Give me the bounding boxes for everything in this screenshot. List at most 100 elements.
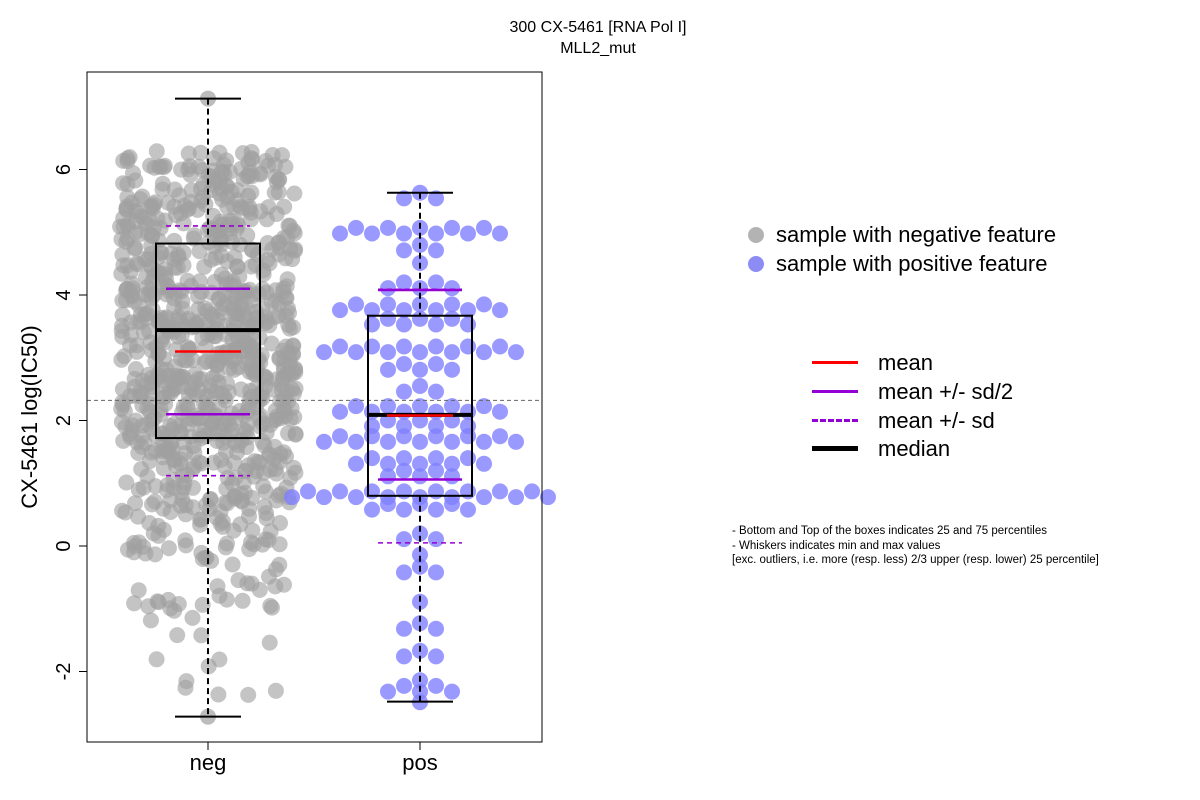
pos-point [444,683,460,700]
neg-point [162,600,179,617]
pos-point [396,677,412,694]
pos-point [524,483,540,500]
pos-point [380,361,396,378]
neg-point [228,312,245,329]
neg-point [140,251,157,268]
pos-point [428,190,444,207]
neg-point [277,158,294,175]
pos-point [428,620,444,637]
pos-point [396,501,412,518]
pos-point [396,483,412,500]
chart-notes: - Bottom and Top of the boxes indicates … [732,524,1099,568]
legend-entry-half-sd: mean +/- sd/2 [812,379,1013,405]
neg-point [201,500,218,517]
neg-point [263,335,280,352]
neg-point [217,494,234,511]
neg-point [141,403,158,420]
neg-point [210,686,227,703]
pos-point [460,316,476,333]
neg-point [242,292,259,309]
chart-subtitle: MLL2_mut [560,40,636,57]
legend-entry-sd: mean +/- sd [812,408,995,434]
neg-point [130,582,147,599]
legend-dot-negative [748,227,764,243]
pos-point [380,455,396,472]
neg-point [118,200,135,217]
neg-point [155,500,172,517]
pos-point [396,428,412,445]
pos-point [396,356,412,372]
pos-point [428,428,444,445]
neg-point [166,451,183,468]
neg-point [221,213,238,230]
neg-point [218,591,235,608]
neg-point [192,144,209,161]
neg-point [209,578,226,595]
neg-point [114,306,131,323]
pos-point [492,403,508,420]
neg-point [173,484,190,501]
neg-point [257,483,274,500]
neg-point [261,634,278,651]
neg-point [118,292,135,309]
neg-point [118,474,135,491]
pos-point [412,455,428,472]
neg-point [173,350,189,367]
neg-point [153,244,170,261]
pos-point [444,398,460,415]
pos-point [332,483,348,500]
pos-point [396,242,412,259]
pos-point [444,219,460,236]
neg-point [276,351,293,368]
pos-point [364,225,380,242]
note-line-3: [exc. outliers, i.e. more (resp. less) 2… [732,554,1099,566]
pos-point [348,433,364,450]
neg-point [126,538,143,555]
neg-point [225,522,242,539]
pos-point [412,546,428,563]
neg-point [218,480,235,497]
pos-point [396,274,412,291]
neg-point [153,332,170,349]
pos-point [476,219,492,236]
neg-point [143,420,160,437]
pos-point [412,496,428,512]
neg-point [190,158,207,175]
pos-point [428,483,444,500]
note-line-2: - Whiskers indicates min and max values [732,539,941,552]
neg-point [238,423,255,440]
neg-point [178,537,194,554]
y-axis-label: CX-5461 log(IC50) [17,325,42,509]
pos-point [332,338,348,355]
neg-point [206,238,223,255]
neg-point [169,259,186,276]
pos-point [428,677,444,694]
neg-point [233,381,250,398]
neg-point [180,145,197,162]
neg-point [271,536,288,553]
legend-label-negative: sample with negative feature [776,222,1057,247]
neg-point [170,328,187,345]
pos-point [380,683,396,700]
neg-point [159,278,176,294]
neg-point [171,187,188,204]
neg-point [191,313,208,330]
legend-line-median [812,446,858,451]
pos-point [348,296,364,313]
neg-point [186,227,203,244]
pos-point [396,450,412,467]
pos-point [364,428,380,445]
pos-point [348,398,364,415]
pos-point [348,344,364,361]
neg-point [130,445,147,461]
neg-point [286,185,303,202]
neg-point [193,455,210,472]
pos-point [444,455,460,472]
pos-point [492,302,508,319]
pos-point [348,219,364,236]
pos-point [444,310,460,327]
neg-point [126,595,143,612]
neg-point [240,398,257,415]
neg-point [244,151,261,168]
pos-point [380,496,396,512]
